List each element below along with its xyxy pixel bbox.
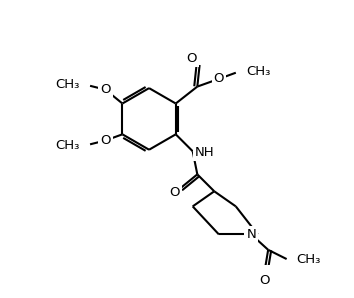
- Text: NH: NH: [195, 146, 215, 159]
- Text: O: O: [170, 186, 180, 198]
- Text: CH₃: CH₃: [246, 65, 270, 78]
- Text: CH₃: CH₃: [55, 78, 79, 91]
- Text: O: O: [213, 72, 224, 86]
- Text: N: N: [246, 228, 256, 241]
- Text: O: O: [100, 134, 111, 147]
- Text: O: O: [100, 83, 111, 96]
- Text: CH₃: CH₃: [297, 253, 321, 266]
- Text: O: O: [259, 274, 269, 287]
- Text: CH₃: CH₃: [55, 139, 79, 152]
- Text: O: O: [187, 52, 197, 65]
